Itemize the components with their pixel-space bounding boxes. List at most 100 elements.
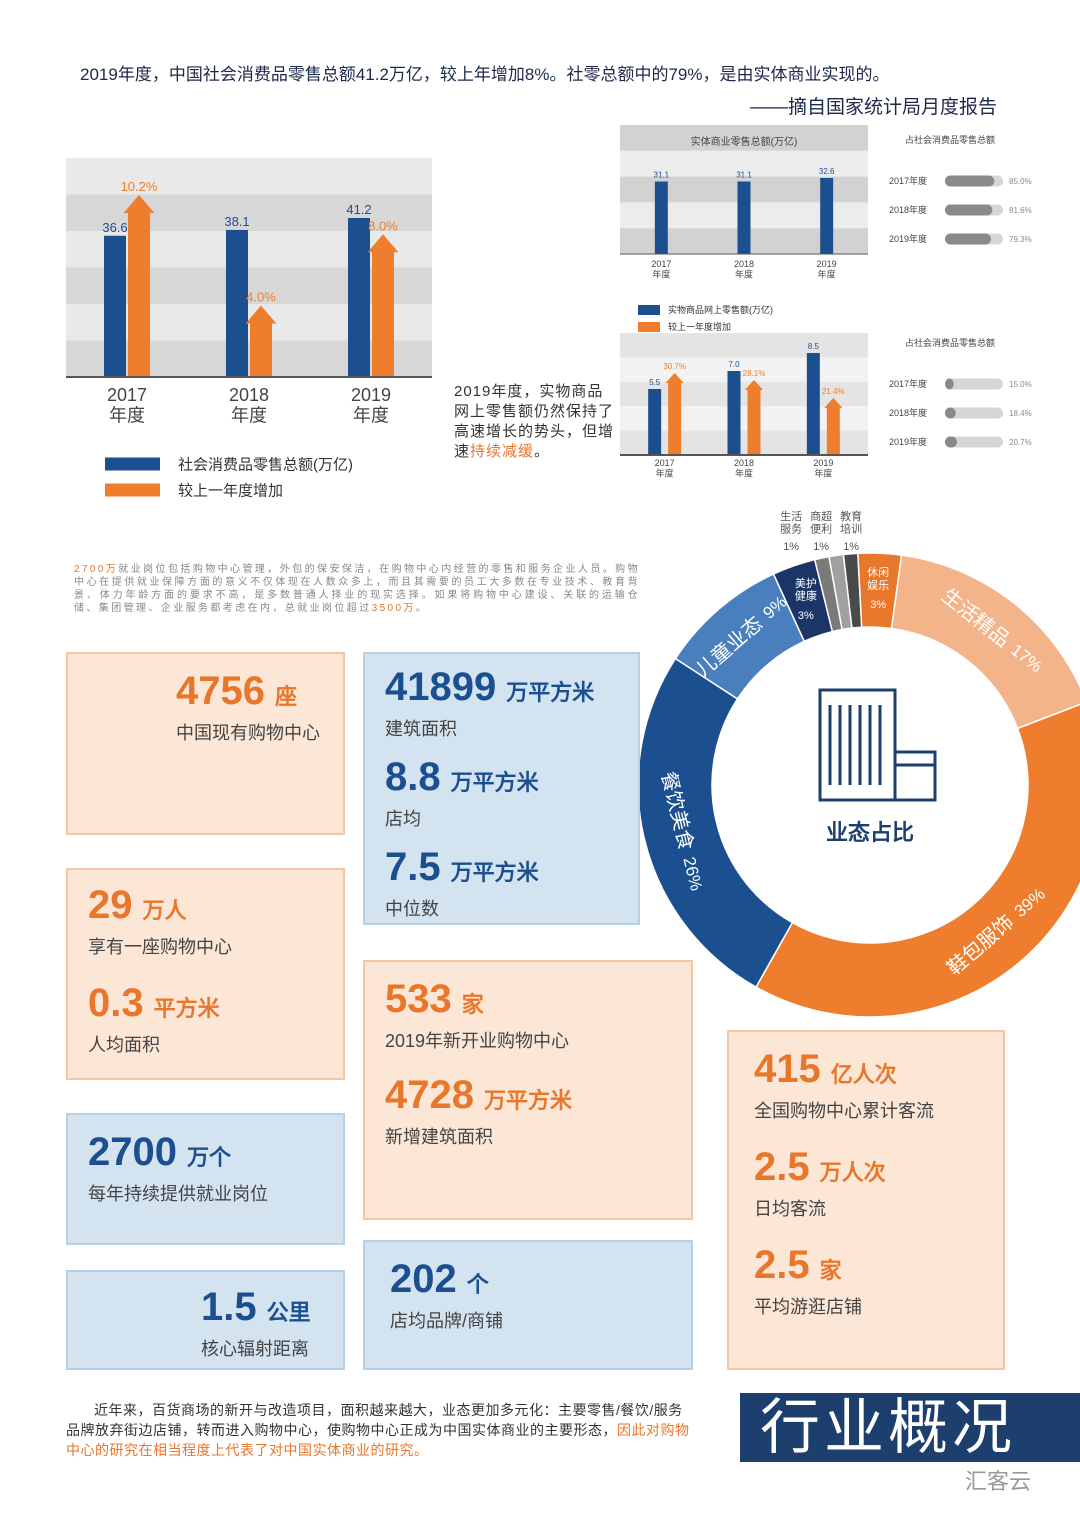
arrow-bar [665, 373, 684, 455]
stat-box: 41899 万平方米 建筑面积 8.8 万平方米 店均 7.5 万平方米 中位数 [363, 652, 640, 925]
bar [226, 229, 248, 377]
stat-number: 4728 万平方米 [385, 1072, 691, 1124]
stat-item: 0.3 平方米 人均面积 [88, 980, 343, 1058]
stat-unit: 家 [461, 992, 484, 1017]
slice-name: 商超便利 [810, 509, 832, 536]
stat-label: 店均 [385, 809, 421, 829]
band [620, 333, 868, 358]
value-label: 10.2% [121, 179, 158, 194]
donut-slice [755, 703, 1080, 1018]
retail-chart: 31.1 31.1 32.6 2017 年度 2018 年度 2019 年度 实体商业零售总额(万… [620, 125, 868, 279]
value-label: 28.1% [743, 369, 766, 378]
text-segment: 2019年度，实物商品网上零售额仍然保持了高速增长的势头，但增速 [454, 383, 615, 460]
text-segment: 就业岗位包括购物中心管理，外包的保安保洁，在购物中心内经营的零售和服务企业人员。… [74, 564, 640, 614]
stat-item: 7.5 万平方米 中位数 [385, 844, 638, 922]
value-label: 8.0% [368, 218, 398, 233]
stat-value: 8.8 [385, 755, 441, 799]
stat-box: 1.5 公里 核心辐射距离 [66, 1270, 345, 1370]
stat-box: 2700 万个 每年持续提供就业岗位 [66, 1113, 345, 1245]
stat-value: 2.5 [754, 1145, 810, 1189]
banner-bg [740, 1393, 1080, 1462]
donut-slice [640, 657, 794, 989]
bar [648, 389, 662, 455]
stat-value: 202 [390, 1257, 457, 1301]
banner: 行业概况 [760, 1394, 1016, 1461]
stat-item: 415 亿人次 全国购物中心累计客流 [754, 1046, 1003, 1124]
slice-value: 1% [813, 541, 829, 553]
track [945, 436, 1003, 448]
band [620, 125, 868, 151]
stat-label: 享有一座购物中心 [88, 937, 232, 957]
stat-number: 41899 万平方米 [385, 664, 638, 716]
slice-value: 1% [843, 541, 859, 553]
stat-item: 4728 万平方米 新增建筑面积 [385, 1072, 691, 1150]
donut-slice [890, 554, 1080, 730]
stat-item: 41899 万平方米 建筑面积 [385, 664, 638, 742]
slice-value: 3% [870, 599, 886, 611]
stat-number: 4756 座 [176, 668, 343, 720]
value-label: 4.0% [246, 290, 276, 305]
stat-item: 4756 座中国现有购物中心 [176, 668, 343, 746]
stat-box: 4756 座中国现有购物中心 [66, 652, 345, 835]
bar [945, 436, 958, 448]
stat-label: 店均品牌/商铺 [390, 1311, 504, 1331]
stat-unit: 万平方米 [483, 1088, 572, 1113]
stat-label: 每年持续提供就业岗位 [88, 1184, 268, 1204]
text-segment: 。 [534, 443, 551, 460]
donut-slice [813, 555, 843, 633]
donut-slice [772, 558, 834, 643]
stat-value: 4728 [385, 1073, 474, 1117]
band [66, 340, 432, 377]
bar [654, 181, 668, 254]
stat-value: 415 [754, 1047, 821, 1091]
stat-unit: 万平方米 [450, 860, 539, 885]
value-label: 20.7% [1009, 438, 1032, 447]
slice-name: 休闲娱乐 [867, 565, 889, 592]
stat-unit: 座 [274, 684, 297, 709]
value-label: 15.0% [1009, 380, 1032, 389]
stat-value: 7.5 [385, 845, 441, 889]
stat-value: 2.5 [754, 1243, 810, 1287]
stat-value: 0.3 [88, 981, 144, 1025]
stat-unit: 万个 [186, 1145, 231, 1170]
stat-value: 533 [385, 977, 452, 1021]
x-tick-label: 2017 年度 [651, 259, 671, 279]
stat-item: 533 家 2019年新开业购物中心 [385, 976, 691, 1054]
legend-swatch [105, 483, 160, 497]
stat-box: 29 万人 享有一座购物中心 0.3 平方米 人均面积 [66, 868, 345, 1080]
slice-name: 教育培训 [840, 509, 862, 536]
x-tick-label: 2019 年度 [813, 458, 833, 478]
arrow-bar [245, 305, 277, 377]
x-tick-label: 2019 年度 [817, 259, 837, 279]
value-label: 36.6 [102, 220, 127, 235]
legend-swatch [105, 457, 160, 471]
highlight-text: 因此对购物中心的研究在相当程度上代表了对中国实体商业的研究。 [66, 1422, 690, 1458]
stat-box: 533 家 2019年新开业购物中心 4728 万平方米 新增建筑面积 [363, 960, 693, 1220]
footer-text: 近年来，百货商场的新开与改造项目，面积越来越大，业态更加多元化：主要零售/餐饮/… [66, 1400, 694, 1460]
annotation: 2019年度，实物商品网上零售额仍然保持了高速增长的势头，但增速持续减缓。 [454, 382, 614, 462]
stat-unit: 万平方米 [450, 770, 539, 795]
bar [820, 178, 834, 254]
stat-unit: 家 [819, 1258, 842, 1283]
value-label: 31.1 [736, 170, 752, 179]
stat-label: 平均游逛店铺 [754, 1297, 862, 1317]
x-tick-label: 2019 年度 [351, 385, 391, 426]
band [620, 406, 868, 431]
value-label: 79.3% [1009, 235, 1032, 244]
value-label: 7.0 [728, 360, 740, 369]
stat-box: 202 个店均品牌/商铺 [363, 1240, 693, 1370]
band [66, 158, 432, 195]
slice-name: 美护健康 [795, 576, 817, 603]
category-label: 2017年度 [889, 175, 927, 186]
donut-slice [674, 573, 806, 700]
text-segment: 。 [415, 603, 429, 614]
stat-unit: 万人 [142, 898, 187, 923]
slice-value: 1% [783, 541, 799, 553]
chart-title: 实体商业零售总额(万亿) [691, 135, 798, 148]
stat-number: 8.8 万平方米 [385, 754, 638, 806]
donut-slice [857, 552, 903, 630]
bar [945, 378, 954, 390]
value-label: 31.1 [654, 170, 670, 179]
x-tick-label: 2017 年度 [655, 458, 675, 478]
